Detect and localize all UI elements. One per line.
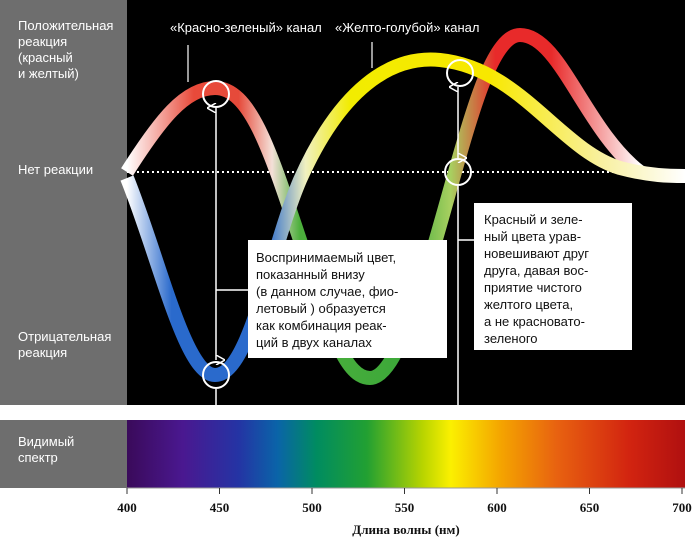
- arrowhead: [451, 405, 465, 418]
- label: Отрицательная: [18, 329, 111, 344]
- spectrum-label-panel: [0, 420, 127, 488]
- callout-line: показанный внизу: [256, 267, 365, 282]
- arrowhead: [209, 405, 223, 418]
- blue-yellow-curve: [120, 52, 686, 383]
- callout-line: летовый ) образуется: [256, 301, 386, 316]
- tick-label: 650: [580, 500, 600, 515]
- red-green-curve: [121, 27, 645, 386]
- tick-label: 400: [117, 500, 137, 515]
- label: спектр: [18, 450, 58, 465]
- channel-label: «Красно-зеленый» канал: [170, 20, 322, 35]
- label: реакция: [18, 345, 67, 360]
- callout-line: а не красновато-: [484, 314, 585, 329]
- callout-box: [248, 240, 447, 358]
- label: (красный: [18, 50, 73, 65]
- label: Видимый: [18, 434, 74, 449]
- spectrum-bar: [127, 420, 685, 488]
- tick-label: 450: [210, 500, 230, 515]
- callout-box: [474, 203, 632, 350]
- callout-line: новешивают друг: [484, 246, 589, 261]
- callout-line: друга, давая вос-: [484, 263, 588, 278]
- label-panel: [0, 0, 127, 405]
- tick-label: 500: [302, 500, 322, 515]
- callout-line: Воспринимаемый цвет,: [256, 250, 396, 265]
- callout-line: приятие чистого: [484, 280, 582, 295]
- axis-title: Длина волны (нм): [352, 522, 459, 537]
- callout-line: (в данном случае, фио-: [256, 284, 398, 299]
- label: реакция: [18, 34, 67, 49]
- label: Нет реакции: [18, 162, 93, 177]
- label: Положительная: [18, 18, 113, 33]
- callout-line: ций в двух каналах: [256, 335, 372, 350]
- tick-label: 700: [672, 500, 692, 515]
- tick-label: 600: [487, 500, 507, 515]
- callout-line: как комбинация реак-: [256, 318, 387, 333]
- callout-line: зеленого: [484, 331, 538, 346]
- label: и желтый): [18, 66, 79, 81]
- channel-label: «Желто-голубой» канал: [335, 20, 479, 35]
- callout-line: ный цвета урав-: [484, 229, 581, 244]
- tick-label: 550: [395, 500, 415, 515]
- callout-line: желтого цвета,: [484, 297, 573, 312]
- callout-line: Красный и зеле-: [484, 212, 583, 227]
- arrows: [209, 87, 474, 418]
